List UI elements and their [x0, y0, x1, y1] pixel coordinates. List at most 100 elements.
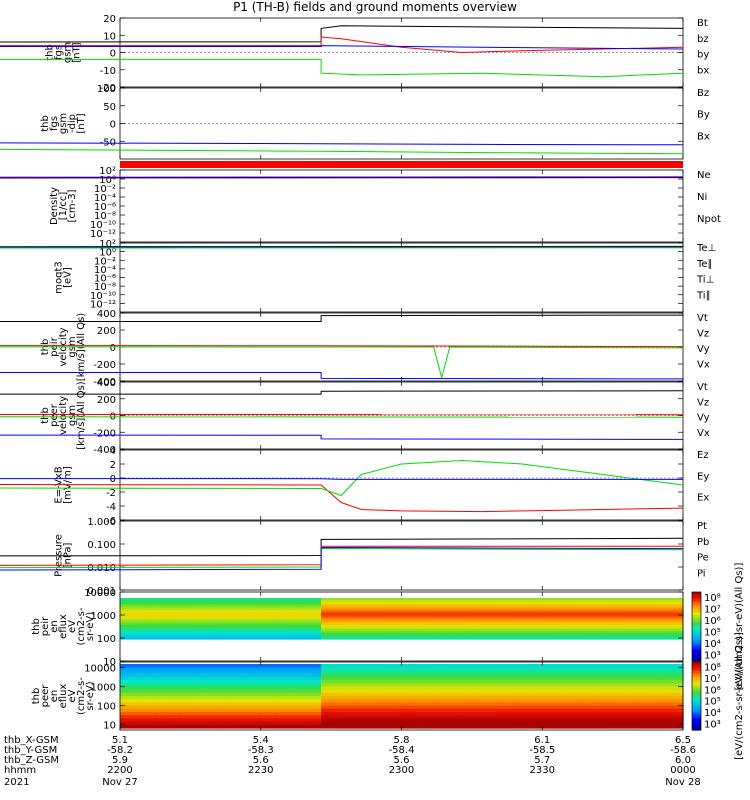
spectrogram-cell [272, 636, 282, 640]
spectrogram-cell [321, 606, 330, 609]
spectrogram-cell [128, 602, 137, 605]
colorbar-cell [692, 656, 701, 660]
spectrogram-cell [594, 680, 604, 684]
spectrogram-cell [329, 724, 338, 729]
spectrogram-cell [481, 634, 491, 638]
spectrogram-cell [176, 634, 185, 638]
spectrogram-cell [522, 680, 531, 684]
spectrogram-cell [216, 624, 226, 628]
legend-label: Vt [697, 382, 708, 393]
legend-label: Vz [697, 397, 709, 408]
spectrogram-cell [192, 670, 202, 675]
spectrogram-cell [128, 618, 137, 622]
spectrogram-cell [361, 683, 370, 687]
spectrogram-cell [473, 670, 483, 675]
spectrogram-cell [658, 598, 668, 601]
spectrogram-cell [433, 696, 443, 700]
x-axis-value: 6.5 [675, 735, 691, 746]
spectrogram-cell [650, 620, 660, 624]
spectrogram-cell [184, 696, 193, 700]
spectrogram-cell [610, 616, 620, 620]
spectrogram-cell [272, 628, 282, 632]
spectrogram-cell [401, 699, 411, 703]
spectrogram-cell [385, 676, 395, 681]
spectrogram-cell [449, 712, 459, 716]
spectrogram-cell [546, 626, 555, 630]
spectrogram-cell [361, 670, 370, 675]
spectrogram-cell [473, 602, 483, 605]
spectrogram-cell [514, 712, 523, 716]
spectrogram-cell [152, 618, 161, 622]
series-line [0, 434, 684, 440]
spectrogram-cell [393, 664, 403, 668]
spectrogram-cell [240, 705, 250, 710]
spectrogram-cell [264, 705, 274, 710]
spectrogram-cell [401, 702, 411, 707]
spectrogram-cell [634, 724, 644, 729]
spectrogram-cell [562, 618, 571, 622]
spectrogram-cell [152, 689, 161, 694]
spectrogram-cell [321, 614, 330, 618]
spectrogram-cell [152, 614, 161, 618]
spectrogram-cell [570, 626, 580, 630]
spectrogram-cell [433, 636, 443, 640]
spectrogram-cell [272, 721, 282, 726]
spectrogram-cell [425, 598, 435, 601]
spectrogram-cell [433, 624, 443, 628]
spectrogram-cell [152, 626, 161, 630]
spectrogram-cell [586, 683, 596, 687]
spectrogram-cell [441, 634, 451, 638]
spectrogram-cell [256, 600, 266, 603]
spectrogram-cell [586, 608, 596, 611]
spectrogram-cell [304, 680, 314, 684]
spectrogram-cell [538, 606, 547, 609]
spectrogram-cell [674, 600, 684, 603]
spectrogram-cell [586, 630, 596, 634]
spectrogram-cell [329, 676, 338, 681]
spectrogram-cell [489, 702, 499, 707]
spectrogram-cell [120, 680, 129, 684]
spectrogram-cell [570, 602, 580, 605]
spectrogram-cell [345, 721, 354, 726]
spectrogram-cell [586, 692, 596, 697]
spectrogram-cell [280, 721, 290, 726]
spectrogram-cell [538, 718, 547, 723]
spectrogram-cell [168, 712, 177, 716]
spectrogram-cell [200, 608, 210, 611]
spectrogram-cell [337, 670, 346, 675]
spectrogram-cell [666, 699, 676, 703]
spectrogram-cell [200, 610, 210, 613]
spectrogram-cell [449, 699, 459, 703]
spectrogram-cell [264, 630, 274, 634]
spectrogram-cell [465, 673, 475, 678]
spectrogram-cell [152, 683, 161, 687]
spectrogram-cell [473, 702, 483, 707]
spectrogram-cell [353, 626, 362, 630]
spectrogram-cell [232, 598, 242, 601]
spectrogram-cell [353, 676, 362, 681]
spectrogram-cell [674, 705, 684, 710]
spectrogram-cell [441, 692, 451, 697]
spectrogram-cell [160, 612, 169, 615]
spectrogram-cell [216, 620, 226, 624]
spectrogram-cell [184, 702, 193, 707]
spectrogram-cell [345, 667, 354, 671]
spectrogram-cell [481, 632, 491, 636]
colorbar-cell [692, 720, 701, 724]
spectrogram-cell [168, 673, 177, 678]
colorbar-cell [692, 671, 701, 674]
spectrogram-cell [168, 721, 177, 726]
spectrogram-cell [200, 620, 210, 624]
spectrogram-cell [481, 612, 491, 615]
spectrogram-cell [594, 689, 604, 694]
spectrogram-cell [618, 612, 628, 615]
spectrogram-cell [304, 634, 314, 638]
spectrogram-cell [457, 636, 467, 640]
spectrogram-cell [433, 604, 443, 607]
spectrogram-cell [674, 598, 684, 601]
spectrogram-cell [224, 626, 234, 630]
spectrogram-cell [160, 604, 169, 607]
spectrogram-cell [144, 610, 153, 613]
spectrogram-cell [353, 724, 362, 729]
spectrogram-cell [369, 686, 378, 691]
